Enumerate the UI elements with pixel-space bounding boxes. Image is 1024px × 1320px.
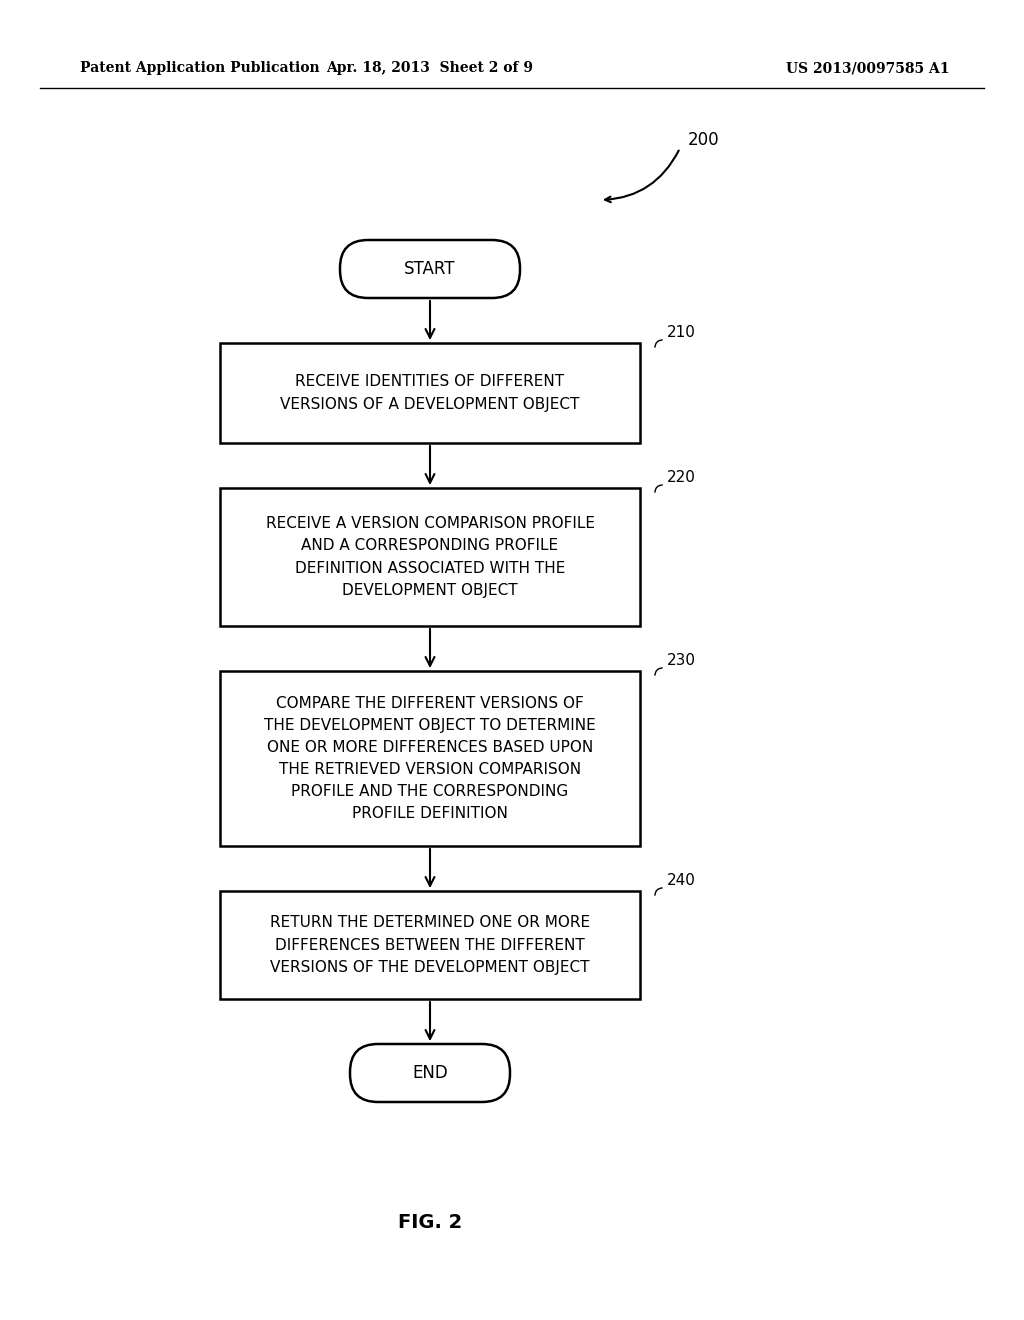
Text: END: END <box>412 1064 447 1082</box>
Text: RECEIVE A VERSION COMPARISON PROFILE
AND A CORRESPONDING PROFILE
DEFINITION ASSO: RECEIVE A VERSION COMPARISON PROFILE AND… <box>265 516 595 598</box>
FancyBboxPatch shape <box>340 240 520 298</box>
Text: 220: 220 <box>667 470 696 484</box>
FancyBboxPatch shape <box>350 1044 510 1102</box>
Text: FIG. 2: FIG. 2 <box>398 1213 462 1232</box>
Text: 230: 230 <box>667 653 696 668</box>
Bar <box>220 488 640 626</box>
Bar <box>220 891 640 999</box>
Text: Apr. 18, 2013  Sheet 2 of 9: Apr. 18, 2013 Sheet 2 of 9 <box>327 61 534 75</box>
Bar <box>220 343 640 444</box>
Text: START: START <box>404 260 456 279</box>
Text: Patent Application Publication: Patent Application Publication <box>80 61 319 75</box>
Text: US 2013/0097585 A1: US 2013/0097585 A1 <box>786 61 950 75</box>
Text: 240: 240 <box>667 873 696 888</box>
Text: RETURN THE DETERMINED ONE OR MORE
DIFFERENCES BETWEEN THE DIFFERENT
VERSIONS OF : RETURN THE DETERMINED ONE OR MORE DIFFER… <box>270 915 590 974</box>
Text: 210: 210 <box>667 325 696 341</box>
Text: RECEIVE IDENTITIES OF DIFFERENT
VERSIONS OF A DEVELOPMENT OBJECT: RECEIVE IDENTITIES OF DIFFERENT VERSIONS… <box>281 375 580 412</box>
Text: COMPARE THE DIFFERENT VERSIONS OF
THE DEVELOPMENT OBJECT TO DETERMINE
ONE OR MOR: COMPARE THE DIFFERENT VERSIONS OF THE DE… <box>264 696 596 821</box>
Bar <box>220 671 640 846</box>
Text: 200: 200 <box>688 131 720 149</box>
